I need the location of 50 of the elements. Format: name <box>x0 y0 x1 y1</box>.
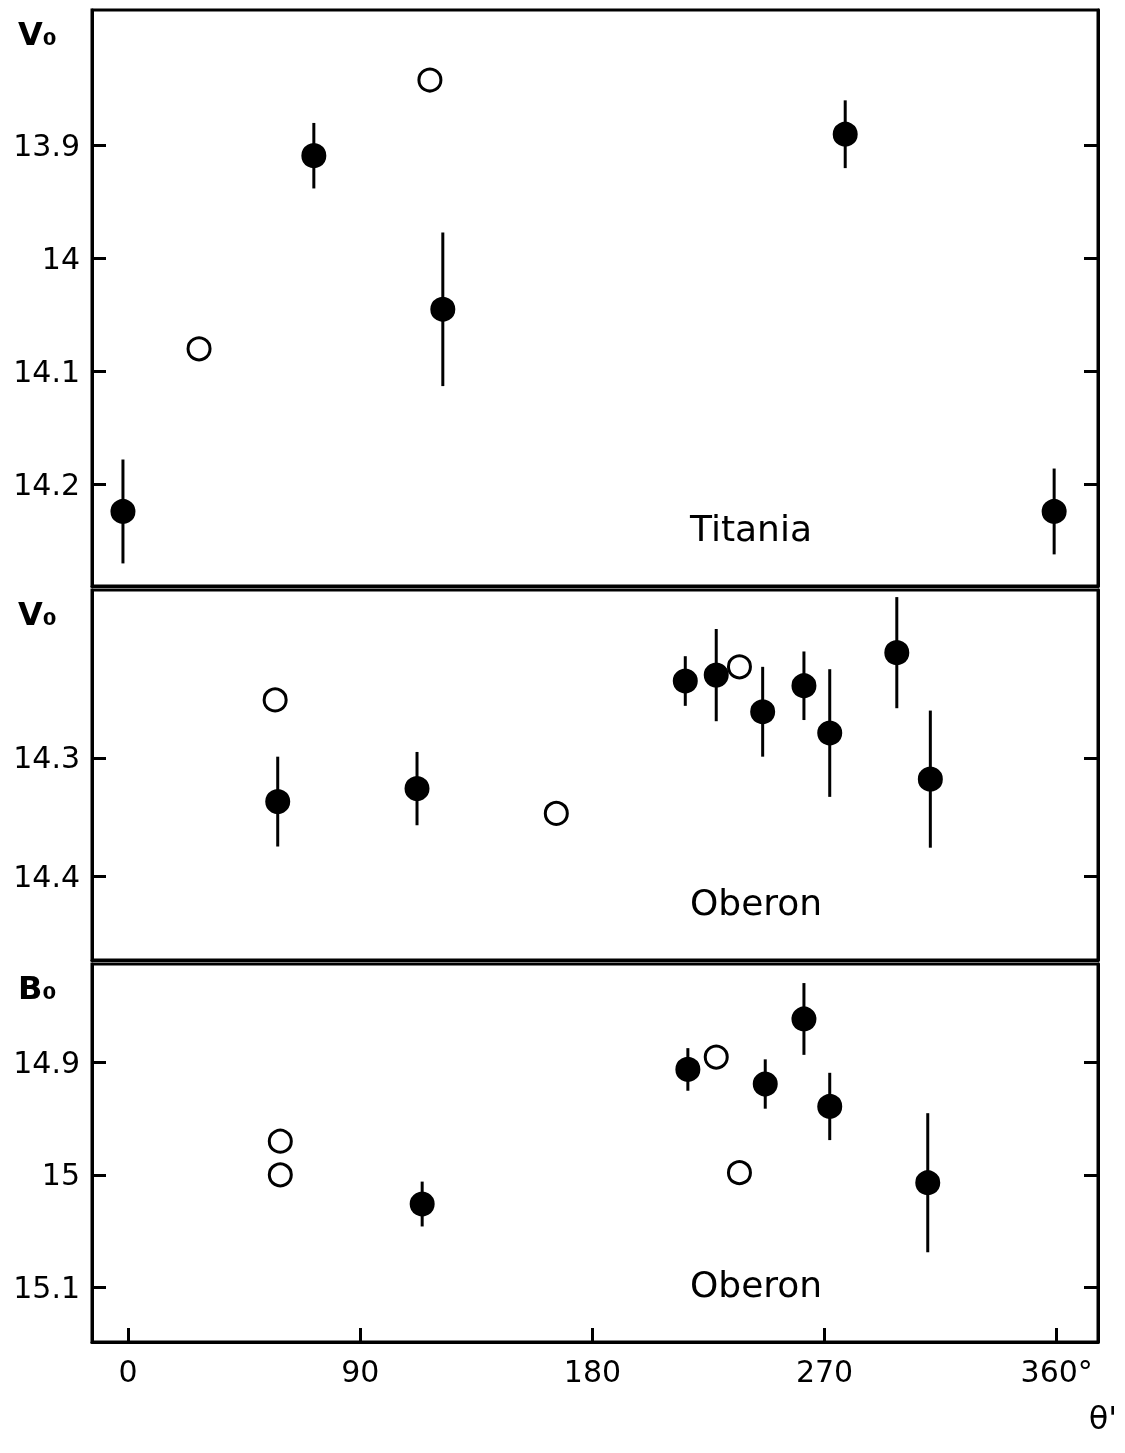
point <box>750 699 776 725</box>
point <box>832 121 858 147</box>
y-tick-label: 14.1 <box>13 353 80 389</box>
point <box>752 1071 778 1097</box>
y-tick-label: 14.9 <box>13 1045 80 1081</box>
point <box>672 668 698 694</box>
point <box>267 1162 293 1188</box>
point <box>726 654 752 680</box>
point <box>301 143 327 169</box>
y-tick-label: 15 <box>41 1157 80 1193</box>
point <box>675 1056 701 1082</box>
point <box>1041 498 1067 524</box>
point <box>703 1044 729 1070</box>
x-tick-label: 270 <box>795 1353 854 1389</box>
point <box>791 673 817 699</box>
annotation: Titania <box>689 507 812 549</box>
point <box>409 1191 435 1217</box>
point <box>884 640 910 666</box>
point <box>917 766 943 792</box>
annotation: Oberon <box>690 881 823 923</box>
x-tick-label: 90 <box>341 1353 380 1389</box>
point <box>430 296 456 322</box>
point <box>267 1128 293 1154</box>
point <box>703 662 729 688</box>
x-tick-label: 180 <box>563 1353 622 1389</box>
x-tick-label: 360° <box>1020 1353 1093 1389</box>
point <box>817 1093 843 1119</box>
point <box>791 1006 817 1032</box>
y-tick-label: 13.9 <box>13 128 80 164</box>
point <box>726 1160 752 1186</box>
y-axis-title: V₀ <box>18 595 57 633</box>
x-tick-label: 0 <box>118 1353 138 1389</box>
y-axis-title: B₀ <box>18 969 57 1007</box>
point <box>543 800 569 826</box>
point <box>404 776 430 802</box>
point <box>417 67 443 93</box>
y-tick-label: 15.1 <box>13 1269 80 1305</box>
y-tick-label: 14.3 <box>13 740 80 776</box>
point <box>265 789 291 815</box>
point <box>186 336 212 362</box>
y-axis-title: V₀ <box>18 15 57 53</box>
y-tick-label: 14 <box>41 240 80 276</box>
y-tick-label: 14.2 <box>13 466 80 502</box>
x-axis-title: θ' <box>1088 1399 1117 1437</box>
point <box>915 1170 941 1196</box>
annotation: Oberon <box>690 1263 823 1305</box>
point <box>817 720 843 746</box>
point <box>262 687 288 713</box>
y-tick-label: 14.4 <box>13 858 80 894</box>
point <box>110 498 136 524</box>
